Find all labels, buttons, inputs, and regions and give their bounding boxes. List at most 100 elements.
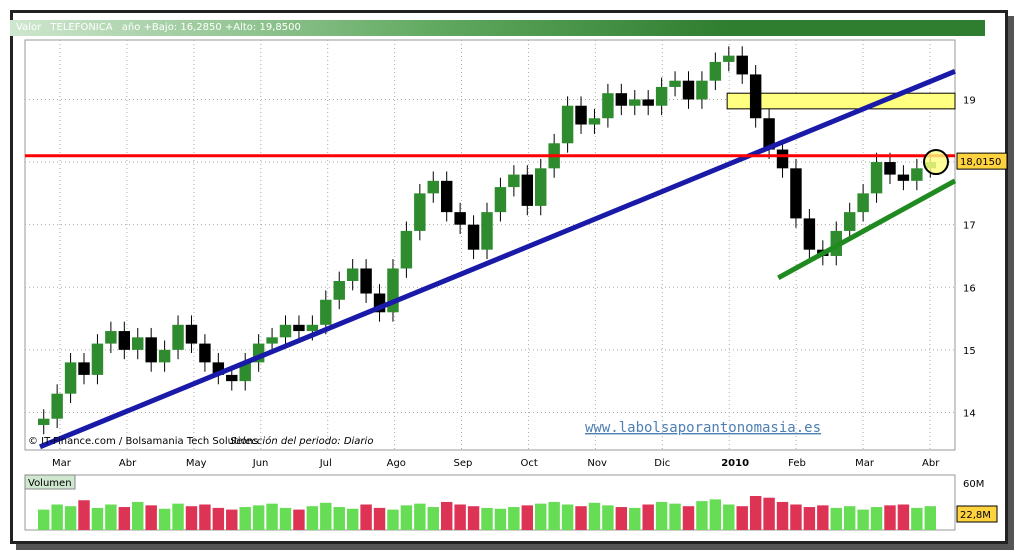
header-info: año +Bajo: 16,2850 +Alto: 19,8500 [121,22,301,33]
y-tick-label: 19 [963,95,976,106]
candle-body [629,99,641,106]
volume-bar [158,508,171,530]
volume-bar [400,505,413,530]
volume-bar [360,504,372,530]
header-symbol: TELEFONICA [50,22,113,33]
candle-body [387,268,399,313]
candle-body [78,362,90,375]
volume-bar [373,507,386,530]
volume-bar [696,501,708,530]
candle-body [91,343,104,375]
volume-bar [830,507,842,530]
watermark-link[interactable]: www.labolsaporantonomasia.es [585,420,821,436]
x-tick-label: 2010 [721,458,749,469]
candle-body [763,118,775,150]
volume-bar [78,500,90,530]
volume-bar [266,503,278,530]
volume-bar [548,501,560,530]
candle-body [749,74,762,119]
x-axis: Mar Abr May Jun Jul Ago Sep Oct Nov Dic 2010 Feb Mar… [52,458,940,469]
candle-body [508,174,520,188]
candle-body [494,187,507,213]
volume-bar [427,507,439,530]
volume-bar [212,507,225,530]
x-tick-label: Sep [454,458,473,469]
volume-bar [346,508,359,530]
candle-body [185,324,198,344]
last-price-label: 18,0150 [960,157,1001,168]
candle-body [615,93,628,106]
candle-body [51,393,63,419]
candle-body [373,293,386,313]
candle-body [897,174,910,181]
volume-bar [51,504,63,530]
credit-text: © IT-Finance.com / Bolsamania Tech Solut… [28,436,258,447]
candle-body [723,55,735,62]
candle-body [843,212,856,231]
volume-bar [561,504,574,530]
volume-last-box [956,505,998,523]
candles [38,46,936,435]
y-tick-label: 17 [963,221,976,232]
candle-body [360,268,372,294]
candle-body [521,174,534,206]
candle-body [642,99,654,106]
candle-body [481,212,493,250]
x-tick-label: Abr [922,458,940,469]
x-tick-label: Jul [319,458,332,469]
trend-line-short [777,178,957,281]
volume-bar [145,505,157,530]
volume-bar [387,509,399,530]
candle-body [320,299,332,325]
x-tick-label: Dic [654,458,670,469]
volume-bar [199,504,211,530]
volume-bar [723,504,735,530]
y-axis: 141516171819 [963,95,976,419]
volume-bar [440,501,453,530]
candle-body [467,224,480,250]
volume-label: Volumen [28,478,72,489]
candle-body [588,118,601,125]
candle-body [884,162,896,175]
y-tick-label: 14 [963,408,976,419]
volume-bar [185,506,198,530]
volume-bar [817,505,829,530]
candle-body [132,337,144,350]
candle-body [655,86,668,106]
candle-body [158,349,171,363]
volume-bar [776,501,789,530]
volume-bar [239,507,251,530]
volume-bar [226,509,238,530]
volume-bar [454,504,466,530]
candle-body [145,337,157,363]
candle-body [306,324,319,332]
volume-bar [790,504,802,530]
candle-body [911,168,923,181]
volume-bar [293,509,305,530]
volume-bar [602,505,614,530]
volume-bar [709,499,722,530]
highlight-circle [923,149,949,176]
volume-last-label: 22,8M [960,510,991,521]
candle-body [575,105,587,125]
volume-bar [494,508,507,530]
x-tick-label: Nov [587,458,607,469]
volume-panel: 60M 22,8M [24,474,998,531]
candle-body [239,362,251,382]
candle-body [64,362,77,394]
volume-bar [803,507,816,530]
last-price-box [956,152,1008,170]
candle-body [696,80,708,100]
candle-body [333,280,345,300]
candle-body [870,162,883,194]
volume-bar [857,509,869,530]
volume-bar [749,496,762,530]
candle-body [440,180,453,213]
x-tick-label: Jun [252,458,269,469]
candle-body [736,55,748,75]
volume-bar [615,507,628,530]
candle-body [38,418,50,425]
volume-label-box [24,474,76,490]
volume-bar [843,506,856,530]
